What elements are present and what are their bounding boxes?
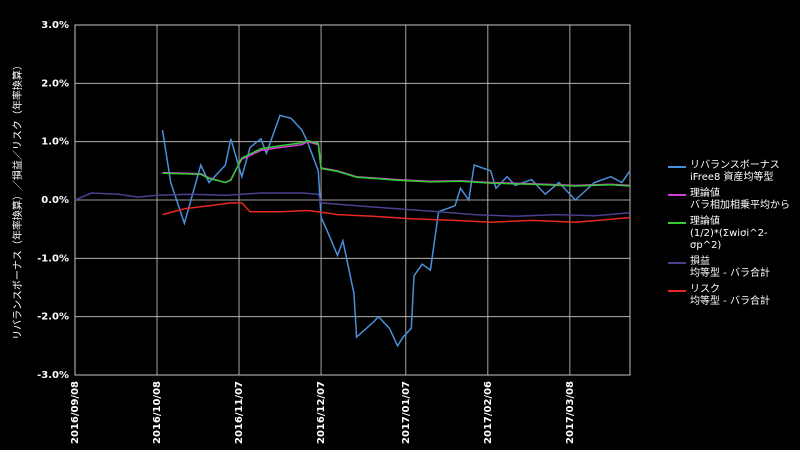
series-line <box>162 202 631 223</box>
legend-label: 損益 均等型 - バラ合計 <box>690 256 770 279</box>
x-tick-label: 2016/11/07 <box>234 381 245 444</box>
legend-label: リバランスボーナス iFree8 資産均等型 <box>690 160 780 183</box>
legend-swatch <box>668 222 686 224</box>
x-tick-label: 2017/01/07 <box>401 381 412 444</box>
series-line <box>161 114 631 348</box>
y-tick-label: 1.0% <box>41 137 69 148</box>
y-tick-label: 3.0% <box>41 20 69 31</box>
legend-item: リバランスボーナス iFree8 資産均等型 <box>668 160 798 184</box>
x-tick-label: 2016/10/08 <box>152 381 163 444</box>
y-tick-label: 0.0% <box>41 195 69 206</box>
legend-item: 理論値 (1/2)*(Σwiσi^2-σp^2) <box>668 216 798 252</box>
y-tick-label: -1.0% <box>37 253 69 264</box>
legend-label: リスク 均等型 - バラ合計 <box>690 284 770 307</box>
x-tick-label: 2017/03/08 <box>565 381 576 444</box>
legend-label: 理論値 バラ相加相乗平均から <box>690 188 790 211</box>
series-line <box>74 192 631 218</box>
series-line <box>162 139 631 187</box>
x-tick-label: 2016/12/07 <box>316 381 327 444</box>
x-tick-label: 2016/09/08 <box>70 381 81 444</box>
y-axis-label: リバランスボーナス（年率換算）／損益／リスク（年率換算） <box>11 60 24 340</box>
legend-swatch <box>668 262 686 264</box>
legend-swatch <box>668 290 686 292</box>
y-tick-label: -2.0% <box>37 312 69 323</box>
legend: リバランスボーナス iFree8 資産均等型 理論値 バラ相加相乗平均から理論値 … <box>668 160 798 312</box>
legend-swatch <box>668 166 686 168</box>
legend-item: 損益 均等型 - バラ合計 <box>668 256 798 280</box>
legend-label: 理論値 (1/2)*(Σwiσi^2-σp^2) <box>690 216 768 251</box>
legend-swatch <box>668 194 686 196</box>
y-tick-label: 2.0% <box>41 78 69 89</box>
series-line <box>162 140 631 187</box>
x-tick-label: 2017/02/06 <box>483 381 494 444</box>
legend-item: 理論値 バラ相加相乗平均から <box>668 188 798 212</box>
y-tick-label: -3.0% <box>37 370 69 381</box>
legend-item: リスク 均等型 - バラ合計 <box>668 284 798 308</box>
